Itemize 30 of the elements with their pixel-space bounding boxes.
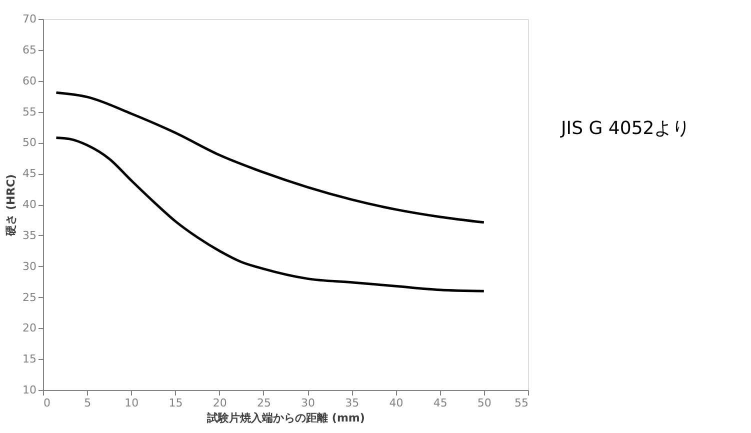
y-tick-label: 25 [22,290,36,304]
y-tick-label: 50 [22,136,36,150]
x-axis-title: 試験片焼入端からの距離 (mm) [206,412,365,424]
y-tick-label: 65 [22,43,36,56]
y-tick-label: 10 [22,384,36,396]
y-tick-label: 55 [22,105,36,118]
x-tick-label: 40 [389,396,404,410]
x-tick-label: 55 [514,396,528,410]
line-series [54,136,486,292]
x-tick-label: 10 [124,396,139,410]
x-tick-label: 30 [301,396,316,410]
y-tick-label: 70 [22,12,36,26]
y-tick-label: 30 [22,260,36,273]
y-tick-label: 45 [22,167,36,180]
x-tick-label: 0 [44,396,50,410]
y-tick-label: 20 [22,322,36,335]
x-tick-label: 45 [433,396,448,410]
x-tick-label: 20 [212,396,227,410]
y-tick-label: 60 [22,74,36,88]
x-tick-label: 35 [345,396,360,410]
y-tick-label: 35 [22,228,36,242]
text: JIS G 4052より [560,118,690,139]
y-tick-label: 15 [22,352,36,366]
line-series [54,91,486,224]
x-tick-label: 25 [256,396,271,410]
y-axis-title: 硬さ (HRC) [4,174,18,237]
y-tick-label: 40 [22,198,36,211]
x-tick-label: 5 [84,396,92,410]
x-tick-label: 15 [168,396,183,410]
x-tick-label: 50 [477,396,492,410]
